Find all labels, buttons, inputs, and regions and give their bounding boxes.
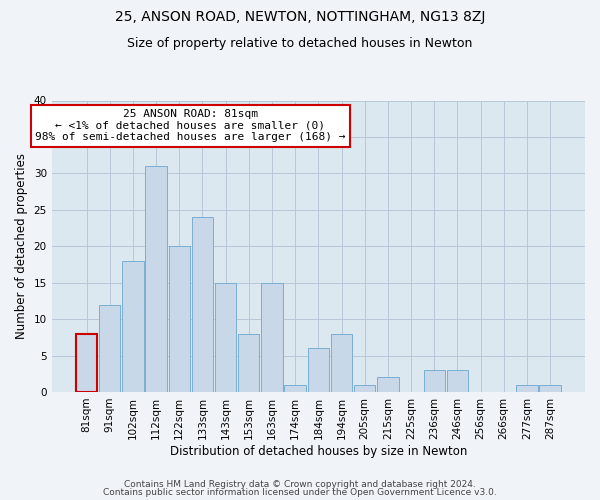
Bar [308, 348, 329, 392]
X-axis label: Distribution of detached houses by size in Newton: Distribution of detached houses by size … [170, 444, 467, 458]
Bar [192, 217, 213, 392]
Bar [76, 334, 97, 392]
Bar [215, 282, 236, 392]
Bar [169, 246, 190, 392]
Bar [331, 334, 352, 392]
Bar [99, 304, 121, 392]
Bar [377, 378, 398, 392]
Text: Contains HM Land Registry data © Crown copyright and database right 2024.: Contains HM Land Registry data © Crown c… [124, 480, 476, 489]
Bar [284, 384, 306, 392]
Y-axis label: Number of detached properties: Number of detached properties [15, 153, 28, 339]
Text: 25, ANSON ROAD, NEWTON, NOTTINGHAM, NG13 8ZJ: 25, ANSON ROAD, NEWTON, NOTTINGHAM, NG13… [115, 10, 485, 24]
Bar [539, 384, 561, 392]
Text: Size of property relative to detached houses in Newton: Size of property relative to detached ho… [127, 38, 473, 51]
Bar [354, 384, 376, 392]
Bar [262, 282, 283, 392]
Bar [447, 370, 468, 392]
Bar [122, 261, 143, 392]
Bar [516, 384, 538, 392]
Text: Contains public sector information licensed under the Open Government Licence v3: Contains public sector information licen… [103, 488, 497, 497]
Bar [145, 166, 167, 392]
Text: 25 ANSON ROAD: 81sqm
← <1% of detached houses are smaller (0)
98% of semi-detach: 25 ANSON ROAD: 81sqm ← <1% of detached h… [35, 109, 346, 142]
Bar [424, 370, 445, 392]
Bar [238, 334, 259, 392]
